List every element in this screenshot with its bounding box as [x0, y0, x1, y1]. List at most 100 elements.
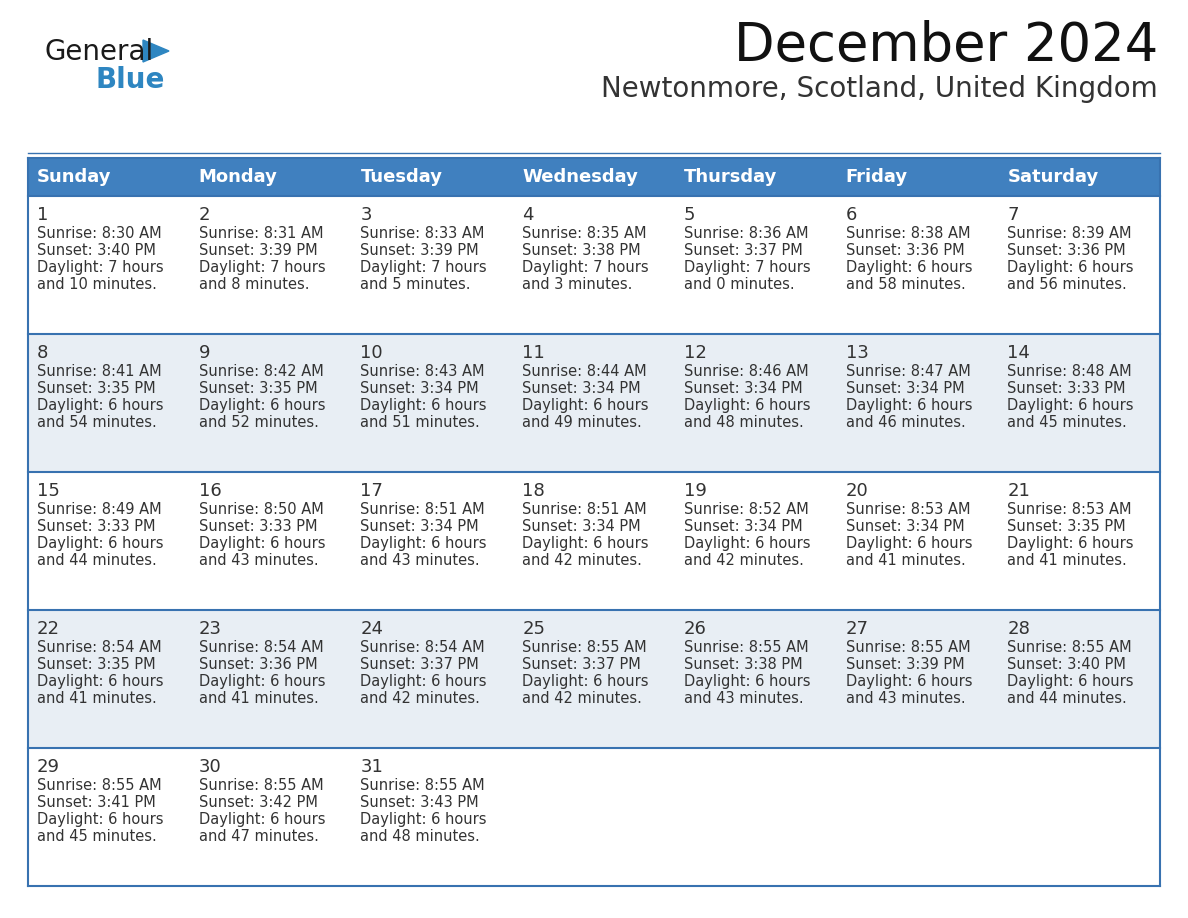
Text: and 3 minutes.: and 3 minutes. [523, 277, 632, 292]
Text: Sunset: 3:39 PM: Sunset: 3:39 PM [360, 243, 479, 258]
Text: and 52 minutes.: and 52 minutes. [198, 415, 318, 430]
Text: Sunset: 3:36 PM: Sunset: 3:36 PM [846, 243, 965, 258]
Text: Sunrise: 8:33 AM: Sunrise: 8:33 AM [360, 226, 485, 241]
Text: and 45 minutes.: and 45 minutes. [37, 829, 157, 844]
Text: Sunrise: 8:55 AM: Sunrise: 8:55 AM [198, 778, 323, 793]
Text: Daylight: 6 hours: Daylight: 6 hours [846, 398, 972, 413]
Text: Sunset: 3:38 PM: Sunset: 3:38 PM [523, 243, 640, 258]
Text: and 41 minutes.: and 41 minutes. [37, 691, 157, 706]
Polygon shape [143, 40, 169, 62]
Bar [29, 158, 190, 196]
Text: Sunset: 3:34 PM: Sunset: 3:34 PM [684, 381, 802, 396]
Text: Daylight: 6 hours: Daylight: 6 hours [684, 536, 810, 551]
Text: 10: 10 [360, 344, 383, 362]
Text: Sunset: 3:40 PM: Sunset: 3:40 PM [1007, 657, 1126, 672]
Text: Sunrise: 8:54 AM: Sunrise: 8:54 AM [37, 640, 162, 655]
Text: Sunrise: 8:35 AM: Sunrise: 8:35 AM [523, 226, 646, 241]
Text: and 41 minutes.: and 41 minutes. [198, 691, 318, 706]
Text: Daylight: 6 hours: Daylight: 6 hours [1007, 536, 1133, 551]
Text: Daylight: 6 hours: Daylight: 6 hours [198, 674, 326, 689]
Text: and 10 minutes.: and 10 minutes. [37, 277, 157, 292]
Text: Sunrise: 8:44 AM: Sunrise: 8:44 AM [523, 364, 646, 379]
Text: 13: 13 [846, 344, 868, 362]
Bar [29, 334, 1159, 472]
Text: Daylight: 7 hours: Daylight: 7 hours [684, 260, 810, 275]
Text: and 48 minutes.: and 48 minutes. [360, 829, 480, 844]
Text: Sunset: 3:35 PM: Sunset: 3:35 PM [198, 381, 317, 396]
Text: and 41 minutes.: and 41 minutes. [1007, 553, 1127, 568]
Text: Sunrise: 8:47 AM: Sunrise: 8:47 AM [846, 364, 971, 379]
Text: Sunrise: 8:46 AM: Sunrise: 8:46 AM [684, 364, 809, 379]
Text: Sunset: 3:34 PM: Sunset: 3:34 PM [523, 519, 640, 534]
Text: Sunrise: 8:43 AM: Sunrise: 8:43 AM [360, 364, 485, 379]
Text: Sunset: 3:35 PM: Sunset: 3:35 PM [37, 381, 156, 396]
Text: 19: 19 [684, 482, 707, 500]
Text: Daylight: 6 hours: Daylight: 6 hours [684, 674, 810, 689]
Text: Sunset: 3:38 PM: Sunset: 3:38 PM [684, 657, 802, 672]
Text: Daylight: 6 hours: Daylight: 6 hours [360, 812, 487, 827]
Bar [29, 748, 1159, 886]
Text: and 8 minutes.: and 8 minutes. [198, 277, 309, 292]
Text: 24: 24 [360, 620, 384, 638]
Text: Sunday: Sunday [37, 168, 112, 186]
Text: Sunset: 3:34 PM: Sunset: 3:34 PM [684, 519, 802, 534]
Text: 27: 27 [846, 620, 868, 638]
Text: Daylight: 6 hours: Daylight: 6 hours [360, 674, 487, 689]
Text: 3: 3 [360, 206, 372, 224]
Text: 1: 1 [37, 206, 49, 224]
Text: Sunrise: 8:42 AM: Sunrise: 8:42 AM [198, 364, 323, 379]
Text: Sunrise: 8:39 AM: Sunrise: 8:39 AM [1007, 226, 1132, 241]
Text: Saturday: Saturday [1007, 168, 1099, 186]
Text: Sunset: 3:37 PM: Sunset: 3:37 PM [360, 657, 479, 672]
Text: 5: 5 [684, 206, 695, 224]
Bar [29, 472, 1159, 610]
Text: 29: 29 [37, 758, 61, 776]
Text: Sunset: 3:41 PM: Sunset: 3:41 PM [37, 795, 156, 810]
Bar [513, 158, 675, 196]
Text: Sunrise: 8:54 AM: Sunrise: 8:54 AM [360, 640, 485, 655]
Text: 16: 16 [198, 482, 221, 500]
Text: 30: 30 [198, 758, 221, 776]
Text: Sunrise: 8:53 AM: Sunrise: 8:53 AM [846, 502, 971, 517]
Text: Sunrise: 8:51 AM: Sunrise: 8:51 AM [523, 502, 646, 517]
Text: Daylight: 6 hours: Daylight: 6 hours [198, 536, 326, 551]
Text: Daylight: 6 hours: Daylight: 6 hours [1007, 260, 1133, 275]
Text: Sunrise: 8:55 AM: Sunrise: 8:55 AM [523, 640, 646, 655]
Text: Tuesday: Tuesday [360, 168, 442, 186]
Text: Sunrise: 8:31 AM: Sunrise: 8:31 AM [198, 226, 323, 241]
Text: Sunrise: 8:54 AM: Sunrise: 8:54 AM [198, 640, 323, 655]
Text: and 5 minutes.: and 5 minutes. [360, 277, 470, 292]
Text: and 41 minutes.: and 41 minutes. [846, 553, 966, 568]
Text: Daylight: 6 hours: Daylight: 6 hours [523, 536, 649, 551]
Text: Daylight: 7 hours: Daylight: 7 hours [37, 260, 164, 275]
Text: Daylight: 6 hours: Daylight: 6 hours [684, 398, 810, 413]
Text: Sunrise: 8:52 AM: Sunrise: 8:52 AM [684, 502, 809, 517]
Text: Sunset: 3:37 PM: Sunset: 3:37 PM [523, 657, 640, 672]
Text: General: General [45, 38, 154, 66]
Text: and 46 minutes.: and 46 minutes. [846, 415, 966, 430]
Text: Sunset: 3:36 PM: Sunset: 3:36 PM [198, 657, 317, 672]
Text: 26: 26 [684, 620, 707, 638]
Bar [836, 158, 998, 196]
Text: Sunset: 3:35 PM: Sunset: 3:35 PM [37, 657, 156, 672]
Text: 28: 28 [1007, 620, 1030, 638]
Text: Sunset: 3:35 PM: Sunset: 3:35 PM [1007, 519, 1126, 534]
Text: Sunset: 3:33 PM: Sunset: 3:33 PM [37, 519, 156, 534]
Text: Sunrise: 8:55 AM: Sunrise: 8:55 AM [360, 778, 485, 793]
Text: Sunrise: 8:55 AM: Sunrise: 8:55 AM [684, 640, 809, 655]
Text: Sunrise: 8:50 AM: Sunrise: 8:50 AM [198, 502, 323, 517]
Text: and 42 minutes.: and 42 minutes. [523, 691, 642, 706]
Text: Sunset: 3:42 PM: Sunset: 3:42 PM [198, 795, 317, 810]
Text: and 42 minutes.: and 42 minutes. [684, 553, 804, 568]
Text: and 56 minutes.: and 56 minutes. [1007, 277, 1127, 292]
Text: Sunset: 3:33 PM: Sunset: 3:33 PM [198, 519, 317, 534]
Text: Sunrise: 8:36 AM: Sunrise: 8:36 AM [684, 226, 808, 241]
Text: 11: 11 [523, 344, 545, 362]
Text: 21: 21 [1007, 482, 1030, 500]
Text: and 43 minutes.: and 43 minutes. [198, 553, 318, 568]
Text: and 54 minutes.: and 54 minutes. [37, 415, 157, 430]
Text: 2: 2 [198, 206, 210, 224]
Text: December 2024: December 2024 [734, 20, 1158, 72]
Text: Sunset: 3:43 PM: Sunset: 3:43 PM [360, 795, 479, 810]
Bar [675, 158, 836, 196]
